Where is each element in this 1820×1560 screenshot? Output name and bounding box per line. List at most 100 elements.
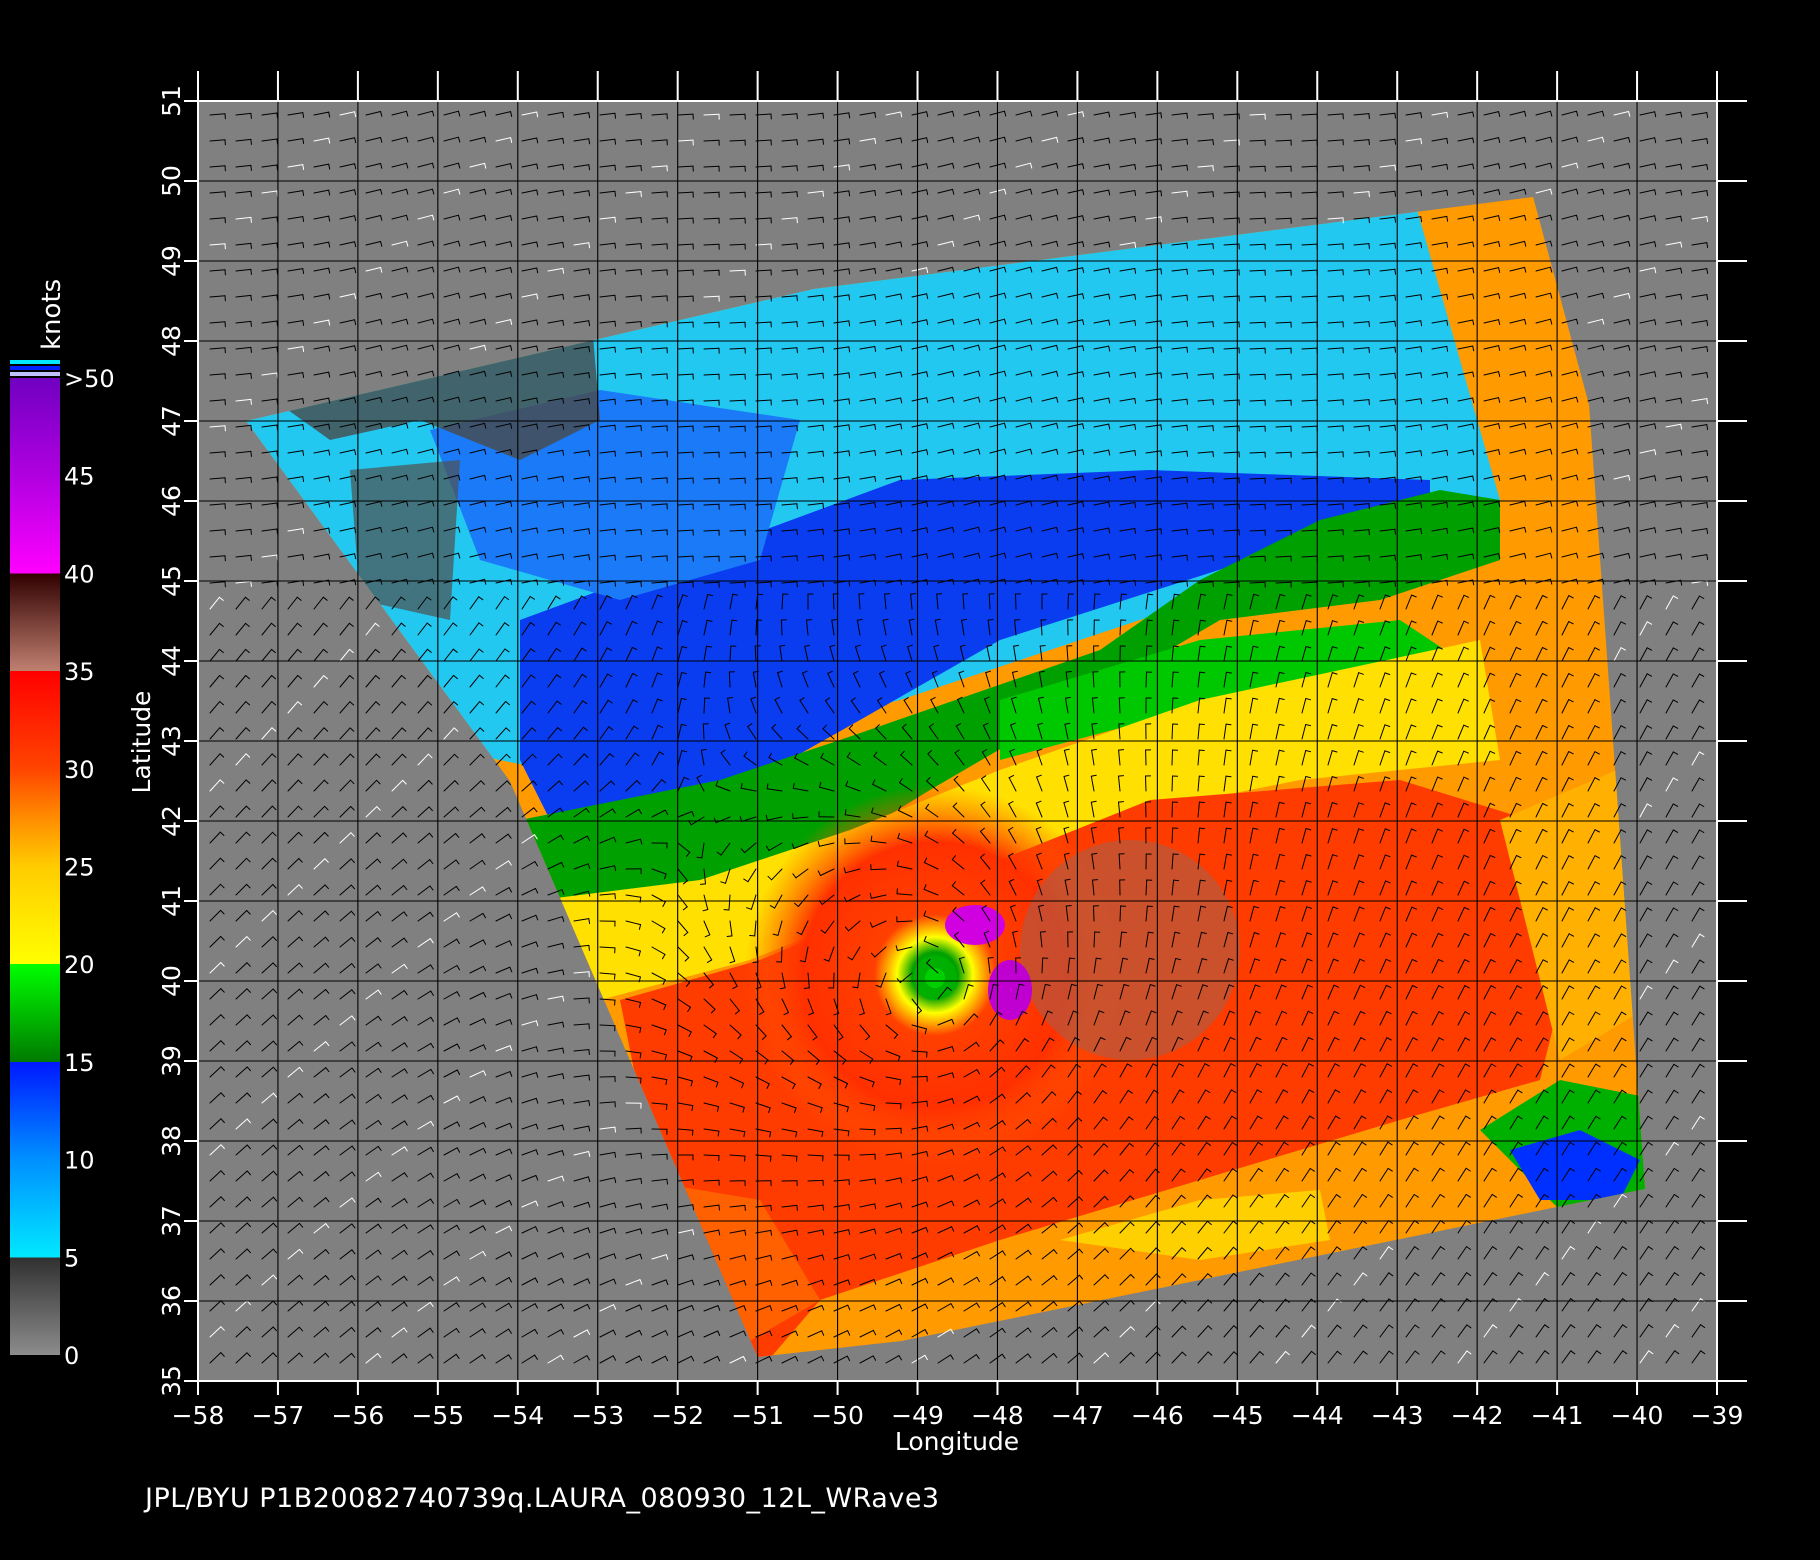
wind-barb-flag: [873, 751, 878, 757]
wind-barb-flag: [1206, 1168, 1212, 1173]
wind-barb: [365, 1067, 379, 1078]
wind-barb: [1405, 164, 1422, 168]
wind-barb: [235, 164, 252, 168]
wind-barb-flag: [478, 596, 484, 601]
wind-barb: [573, 944, 590, 948]
wind-barb-flag: [588, 890, 591, 897]
wind-barb-flag: [1030, 162, 1033, 169]
wind-barb: [1691, 985, 1701, 1000]
wind-barb: [521, 967, 537, 974]
wind-barb: [1275, 1115, 1285, 1130]
wind-barb: [858, 593, 861, 610]
wind-barb: [677, 295, 694, 298]
wind-barb-flag: [483, 992, 487, 998]
wind-barb: [1405, 958, 1413, 974]
wind-barb-flag: [270, 622, 276, 627]
wind-barb-flag: [1227, 932, 1234, 935]
wind-barb-flag: [1027, 1171, 1032, 1177]
wind-barb: [287, 1066, 300, 1078]
wind-barb: [1171, 554, 1188, 558]
wind-barb: [859, 346, 876, 350]
wind-barb-flag: [1044, 983, 1051, 986]
wind-barb: [339, 449, 356, 454]
wind-barb-flag: [638, 924, 642, 930]
wind-barb-flag: [1654, 475, 1657, 482]
wind-barb: [1301, 1194, 1311, 1208]
wind-barb: [1223, 749, 1227, 766]
wind-barb: [1509, 933, 1518, 948]
wind-barb: [1509, 448, 1526, 454]
wind-barb-flag: [558, 780, 563, 786]
wind-barb: [885, 1076, 902, 1081]
wind-barb: [911, 501, 928, 506]
wind-barb-flag: [1602, 370, 1605, 377]
wind-barb: [1327, 139, 1344, 142]
wind-barb-flag: [848, 450, 851, 457]
wind-barb: [1119, 138, 1136, 142]
wind-barb-flag: [924, 830, 928, 837]
wind-barb-flag: [1465, 1193, 1471, 1198]
wind-barb-flag: [1082, 553, 1085, 560]
wind-barb: [833, 138, 850, 142]
wind-barb: [1301, 698, 1307, 714]
wind-barb-flag: [219, 753, 225, 758]
wind-barb-flag: [246, 936, 251, 941]
wind-barb: [1509, 552, 1526, 558]
wind-barb-flag: [1621, 1011, 1627, 1016]
wind-barb-flag: [510, 423, 513, 429]
wind-barb: [339, 1093, 353, 1104]
wind-barb-flag: [479, 701, 484, 706]
wind-barb: [1353, 1089, 1362, 1104]
wind-barb: [495, 701, 507, 714]
wind-barb: [495, 137, 512, 142]
wind-barb-flag: [1134, 216, 1137, 222]
wind-barb: [651, 295, 668, 298]
wind-barb: [1613, 855, 1622, 870]
wind-barb: [1223, 1036, 1231, 1052]
wind-barb-flag: [1594, 985, 1601, 989]
wind-barb-flag: [406, 552, 409, 559]
wind-barb-flag: [1524, 292, 1527, 299]
wind-barb: [209, 165, 226, 168]
wind-barb: [443, 806, 456, 818]
wind-barb-flag: [926, 423, 929, 430]
wind-barb-flag: [1464, 1063, 1471, 1067]
wind-barb-flag: [1004, 292, 1007, 299]
wind-barb-flag: [1056, 370, 1059, 377]
wind-barb-flag: [272, 831, 277, 837]
wind-barb: [235, 1222, 248, 1234]
wind-barb: [547, 674, 558, 688]
wind-barb-flag: [1654, 345, 1657, 352]
wind-barb-flag: [328, 527, 331, 534]
wind-barb: [677, 946, 690, 959]
wind-barb-flag: [1004, 344, 1007, 351]
wind-barb: [799, 699, 809, 714]
wind-barb: [1067, 527, 1084, 532]
wind-barb-flag: [856, 618, 863, 621]
wind-barb-flag: [354, 501, 357, 508]
wind-barb-flag: [1654, 189, 1657, 196]
wind-barb: [1561, 240, 1577, 246]
wind-barb: [521, 1123, 537, 1130]
wind-barb-flag: [900, 371, 903, 378]
wind-barb-flag: [1568, 855, 1574, 859]
wind-barb-flag: [432, 448, 435, 455]
wind-barb: [885, 1102, 902, 1105]
wind-barb-flag: [406, 188, 409, 195]
wind-barb-flag: [1620, 673, 1626, 677]
wind-barb: [547, 942, 564, 948]
wind-barb: [963, 292, 979, 298]
wind-barb: [923, 915, 939, 922]
wind-barb: [287, 988, 300, 1000]
wind-barb: [1327, 295, 1344, 298]
wind-barb-flag: [506, 780, 511, 786]
wind-barb-flag: [1387, 1141, 1393, 1146]
wind-barb: [625, 1152, 642, 1156]
wind-barb: [1535, 959, 1544, 974]
wind-barb: [521, 137, 538, 142]
wind-barb: [1535, 448, 1551, 454]
wind-barb-flag: [328, 163, 331, 170]
wind-barb: [781, 1128, 798, 1133]
wind-barb: [1119, 346, 1136, 350]
wind-barb-flag: [536, 449, 539, 456]
